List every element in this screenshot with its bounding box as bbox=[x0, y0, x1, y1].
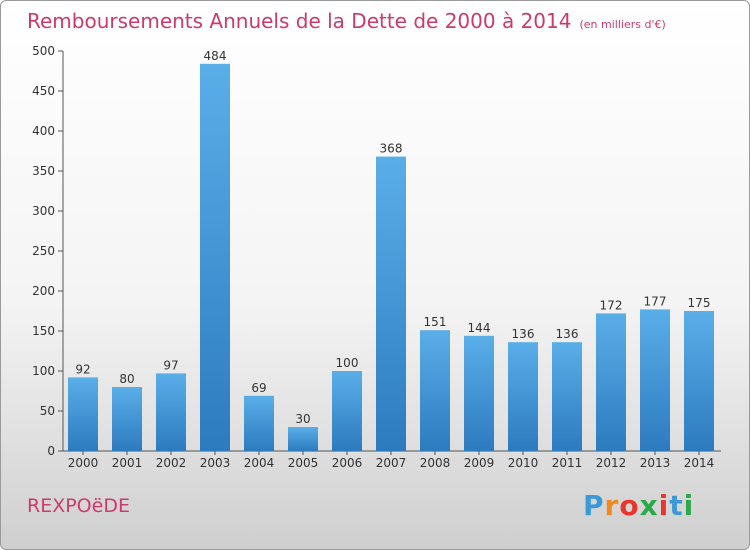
logo-letter: t bbox=[669, 489, 684, 522]
y-tick-label: 100 bbox=[32, 364, 55, 378]
x-tick-label: 2013 bbox=[640, 456, 671, 470]
bar-value-label: 80 bbox=[119, 372, 134, 386]
chart-labels: 92 2000 80 2001 97 2002 484 2003 69 2004 30 2005 100… bbox=[68, 49, 715, 470]
y-tick-label: 150 bbox=[32, 324, 55, 338]
x-tick-label: 2005 bbox=[288, 456, 319, 470]
chart-unit-label: (en milliers d'€) bbox=[579, 18, 666, 31]
bar-value-label: 144 bbox=[468, 321, 491, 335]
bar-value-label: 177 bbox=[644, 294, 667, 308]
y-tick-label: 400 bbox=[32, 124, 55, 138]
bar-2009 bbox=[464, 335, 494, 451]
commune-name: REXPOëDE bbox=[27, 495, 130, 517]
chart-bars bbox=[68, 63, 714, 452]
logo-letter: i bbox=[658, 489, 670, 522]
y-tick-label: 300 bbox=[32, 204, 55, 218]
y-tick-label: 50 bbox=[40, 404, 55, 418]
bar-value-label: 69 bbox=[251, 381, 266, 395]
x-tick-label: 2002 bbox=[156, 456, 187, 470]
proxiti-logo[interactable]: Proxiti bbox=[583, 489, 694, 522]
bar-2013 bbox=[640, 309, 670, 451]
bar-value-label: 30 bbox=[295, 412, 310, 426]
bar-2004 bbox=[244, 395, 274, 451]
x-tick-label: 2009 bbox=[464, 456, 495, 470]
bar-2001 bbox=[112, 387, 142, 451]
logo-letter: P bbox=[583, 489, 605, 522]
bar-2002 bbox=[156, 373, 186, 451]
y-tick-label: 450 bbox=[32, 84, 55, 98]
y-tick-label: 200 bbox=[32, 284, 55, 298]
bar-2007 bbox=[376, 156, 406, 451]
x-tick-label: 2010 bbox=[508, 456, 539, 470]
bar-2011 bbox=[552, 342, 582, 451]
bar-2010 bbox=[508, 342, 538, 451]
bar-2003 bbox=[200, 63, 230, 452]
y-tick-label: 350 bbox=[32, 164, 55, 178]
logo-letter: i bbox=[683, 489, 695, 522]
x-tick-label: 2008 bbox=[420, 456, 451, 470]
bar-value-label: 100 bbox=[336, 356, 359, 370]
bar-value-label: 175 bbox=[688, 296, 711, 310]
y-tick-label: 500 bbox=[32, 44, 55, 58]
chart-title: Remboursements Annuels de la Dette de 20… bbox=[27, 9, 666, 33]
x-tick-label: 2004 bbox=[244, 456, 275, 470]
bar-2008 bbox=[420, 330, 450, 451]
bar-value-label: 172 bbox=[600, 298, 623, 312]
chart-title-text: Remboursements Annuels de la Dette de 20… bbox=[27, 9, 572, 33]
logo-letter: x bbox=[639, 489, 659, 522]
bar-value-label: 151 bbox=[424, 315, 447, 329]
x-tick-label: 2014 bbox=[684, 456, 715, 470]
y-tick-label: 0 bbox=[47, 444, 55, 458]
bar-value-label: 97 bbox=[163, 358, 178, 372]
x-tick-label: 2000 bbox=[68, 456, 99, 470]
x-tick-label: 2012 bbox=[596, 456, 627, 470]
y-tick-label: 250 bbox=[32, 244, 55, 258]
logo-letter: r bbox=[604, 489, 620, 522]
logo-letter: o bbox=[619, 489, 640, 522]
x-tick-label: 2007 bbox=[376, 456, 407, 470]
bar-2000 bbox=[68, 377, 98, 451]
bar-value-label: 484 bbox=[204, 49, 227, 63]
bar-2012 bbox=[596, 313, 626, 451]
bar-value-label: 92 bbox=[75, 362, 90, 376]
x-tick-label: 2003 bbox=[200, 456, 231, 470]
chart-axes: 0 50 100 150 200 250 300 350 400 450 500 bbox=[32, 44, 721, 458]
bar-2014 bbox=[684, 311, 714, 451]
x-tick-label: 2001 bbox=[112, 456, 143, 470]
x-tick-label: 2006 bbox=[332, 456, 363, 470]
bar-value-label: 136 bbox=[512, 327, 535, 341]
bar-2005 bbox=[288, 427, 318, 451]
bar-value-label: 368 bbox=[380, 142, 403, 156]
bar-2006 bbox=[332, 371, 362, 451]
x-tick-label: 2011 bbox=[552, 456, 583, 470]
bar-value-label: 136 bbox=[556, 327, 579, 341]
